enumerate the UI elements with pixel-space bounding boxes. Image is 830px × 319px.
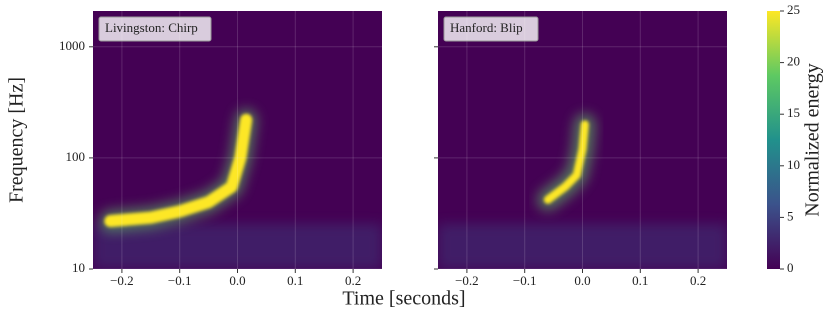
track [104,113,253,228]
title-box [443,16,539,42]
x-tick-label: 0.0 [229,273,245,288]
colorbar [767,11,780,269]
colorbar-tick-label: 20 [787,54,800,69]
x-tick-label: 0.1 [632,273,648,288]
colorbar-tick-label: 15 [787,105,800,120]
x-tick-label: 0.0 [574,273,590,288]
title-box [98,16,212,42]
colorbar-tick-label: 0 [787,260,794,275]
y-tick-label: 100 [66,149,86,164]
x-tick-label: −0.2 [455,273,479,288]
colorbar-label: Normalized energy [802,63,824,216]
x-tick-label: 0.1 [287,273,303,288]
y-tick-label: 10 [72,260,85,275]
plot-area [438,11,727,269]
x-axis-label: Time [seconds] [342,288,465,310]
panel-title: Hanford: Blip [450,20,523,35]
x-tick-label: −0.1 [168,273,192,288]
colorbar-tick-label: 10 [787,157,800,172]
track [543,120,589,204]
low-band [93,224,382,269]
x-tick-label: −0.2 [110,273,134,288]
x-tick-label: 0.2 [690,273,706,288]
y-axis-label: Frequency [Hz] [6,77,28,203]
y-tick-label: 1000 [59,38,85,53]
colorbar-tick-label: 25 [787,2,800,17]
low-band [438,224,727,269]
x-tick-label: −0.1 [513,273,537,288]
x-tick-label: 0.2 [345,273,361,288]
plot-area [93,11,382,269]
colorbar-tick-label: 5 [787,208,794,223]
panel-title: Livingston: Chirp [105,20,198,35]
